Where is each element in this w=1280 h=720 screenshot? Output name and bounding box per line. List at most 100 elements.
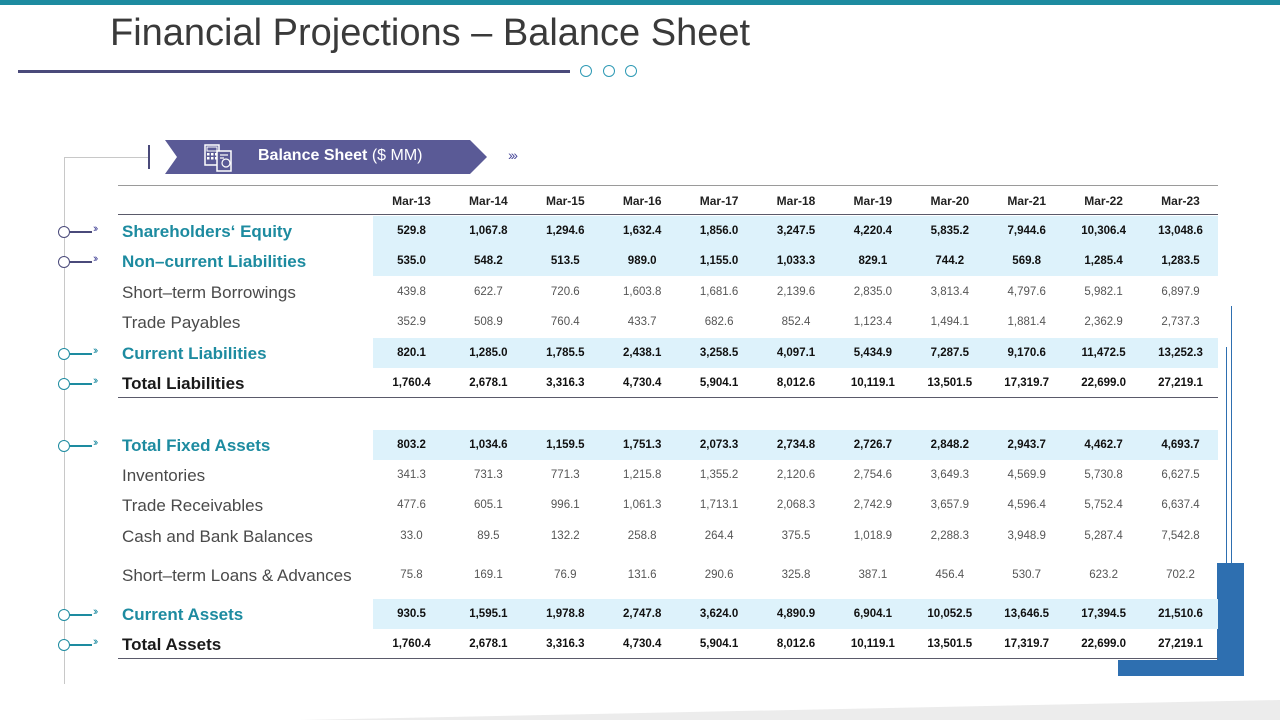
table-cell: 529.8 (397, 225, 426, 237)
table-cell: 3,813.4 (930, 286, 969, 298)
table-cell: 2,742.9 (853, 499, 893, 511)
row-label: Trade Payables (122, 313, 241, 332)
table-cell: 1,033.3 (776, 255, 816, 267)
bottom-decorative-band (0, 700, 1280, 720)
table-cell: 4,462.7 (1084, 439, 1123, 451)
row-label: Trade Receivables (122, 496, 264, 515)
table-cell: 1,713.1 (699, 499, 739, 511)
calculator-document-icon (204, 144, 232, 172)
table-cell: 930.5 (397, 608, 426, 620)
table-cell: 2,678.1 (469, 377, 508, 389)
table-cell: 8,012.6 (776, 638, 816, 650)
circle-icon (58, 348, 70, 360)
table-cell: 75.8 (400, 569, 423, 581)
table-cell: 7,944.6 (1007, 225, 1046, 237)
circle-icon (58, 609, 70, 621)
circle-icon (58, 226, 70, 238)
decorative-vertical-line (1226, 347, 1227, 563)
table-cell: 341.3 (397, 469, 426, 481)
table-cell: 731.3 (474, 469, 503, 481)
table-cell: 5,287.4 (1084, 530, 1123, 542)
table-cell: 27,219.1 (1158, 377, 1203, 389)
table-cell: 10,052.5 (927, 608, 973, 620)
table-row: Non–current Liabilities 535.0 548.2 513.5 98… (118, 246, 1218, 276)
table-cell: 5,752.4 (1084, 499, 1123, 511)
table-cell: 1,595.1 (469, 608, 508, 620)
table-cell: 1,785.5 (546, 347, 585, 359)
table-cell: 290.6 (704, 569, 734, 581)
table-cell: 2,362.9 (1084, 316, 1123, 328)
table-cell: 89.5 (477, 530, 500, 542)
table-row: Cash and Bank Balances 33.0 89.5 132.2 258.8… (118, 521, 1218, 551)
decorative-corner-block (1118, 660, 1244, 676)
connector-line (70, 644, 92, 646)
table-row: Total Liabilities 1,760.4 2,678.1 3,316.3 4,… (118, 368, 1218, 398)
column-header: Mar-19 (853, 194, 893, 208)
row-bullet-connector: ›› (58, 253, 106, 268)
table-cell: 477.6 (397, 499, 426, 511)
table-cell: 702.2 (1166, 569, 1195, 581)
circle-icon (58, 440, 70, 452)
table-row: Shareholders‘ Equity 529.8 1,067.8 1,294.6 1… (118, 216, 1218, 246)
row-label: Short–term Borrowings (122, 283, 296, 302)
table-cell: 3,258.5 (699, 347, 739, 359)
table-cell: 2,288.3 (930, 530, 969, 542)
table-cell: 21,510.6 (1158, 608, 1203, 620)
column-header: Mar-15 (545, 194, 585, 208)
table-cell: 1,061.3 (623, 499, 662, 511)
table-cell: 760.4 (550, 316, 580, 328)
table-cell: 2,120.6 (776, 469, 816, 481)
table-cell: 264.4 (704, 530, 734, 542)
table-cell: 8,012.6 (776, 377, 816, 389)
title-underline (18, 70, 570, 73)
banner-connector-line (64, 157, 148, 158)
table-cell: 2,734.8 (776, 439, 816, 451)
table-cell: 1,760.4 (392, 377, 431, 389)
row-bullet-connector: ›› (58, 606, 106, 621)
table-cell: 1,355.2 (699, 469, 739, 481)
row-bullet-connector: ›› (58, 375, 106, 390)
row-values-band (373, 216, 1218, 246)
table-cell: 3,657.9 (930, 499, 969, 511)
table-cell: 1,632.4 (623, 225, 662, 237)
row-bullet-connector: ›› (58, 345, 106, 360)
decorative-corner-block (1217, 563, 1244, 676)
row-label: Current Liabilities (122, 344, 267, 363)
table-cell: 1,294.6 (546, 225, 585, 237)
table-cell: 10,119.1 (850, 377, 895, 389)
table-cell: 13,252.3 (1158, 347, 1203, 359)
table-cell: 4,890.9 (776, 608, 816, 620)
table-cell: 3,247.5 (776, 225, 816, 237)
table-row: Trade Payables 352.9 508.9 760.4 433.7 682.6 8… (118, 307, 1218, 337)
table-cell: 5,730.8 (1084, 469, 1123, 481)
table-cell: 169.1 (474, 569, 503, 581)
row-label: Cash and Bank Balances (122, 527, 313, 546)
row-values-band (373, 246, 1218, 276)
table-cell: 13,501.5 (927, 377, 973, 389)
top-accent-bar (0, 0, 1280, 5)
table-row: Trade Receivables 477.6 605.1 996.1 1,061.3 1… (118, 490, 1218, 520)
row-values-band (373, 338, 1218, 368)
table-cell: 5,434.9 (853, 347, 893, 359)
table-cell: 325.8 (781, 569, 811, 581)
table-cell: 9,170.6 (1007, 347, 1046, 359)
row-label: Shareholders‘ Equity (122, 222, 293, 241)
table-row: Total Fixed Assets 803.2 1,034.6 1,159.5 1,7… (118, 430, 1218, 460)
table-cell: 3,624.0 (699, 608, 739, 620)
table-cell: 2,678.1 (469, 638, 508, 650)
table-cell: 1,285.0 (469, 347, 508, 359)
row-label: Non–current Liabilities (122, 252, 307, 271)
table-cell: 1,494.1 (930, 316, 969, 328)
table-cell: 682.6 (704, 316, 734, 328)
column-header: Mar-23 (1161, 194, 1200, 208)
row-label: Short–term Loans & Advances (122, 566, 352, 585)
connector-line (70, 261, 92, 263)
table-cell: 513.5 (550, 255, 580, 267)
table-cell: 1,159.5 (546, 439, 585, 451)
table-cell: 11,472.5 (1081, 347, 1126, 359)
table-cell: 22,699.0 (1081, 638, 1126, 650)
table-cell: 623.2 (1089, 569, 1118, 581)
table-cell: 530.7 (1012, 569, 1042, 581)
connector-line (70, 445, 92, 447)
table-row: Total Assets 1,760.4 2,678.1 3,316.3 4,730.4… (118, 629, 1218, 659)
